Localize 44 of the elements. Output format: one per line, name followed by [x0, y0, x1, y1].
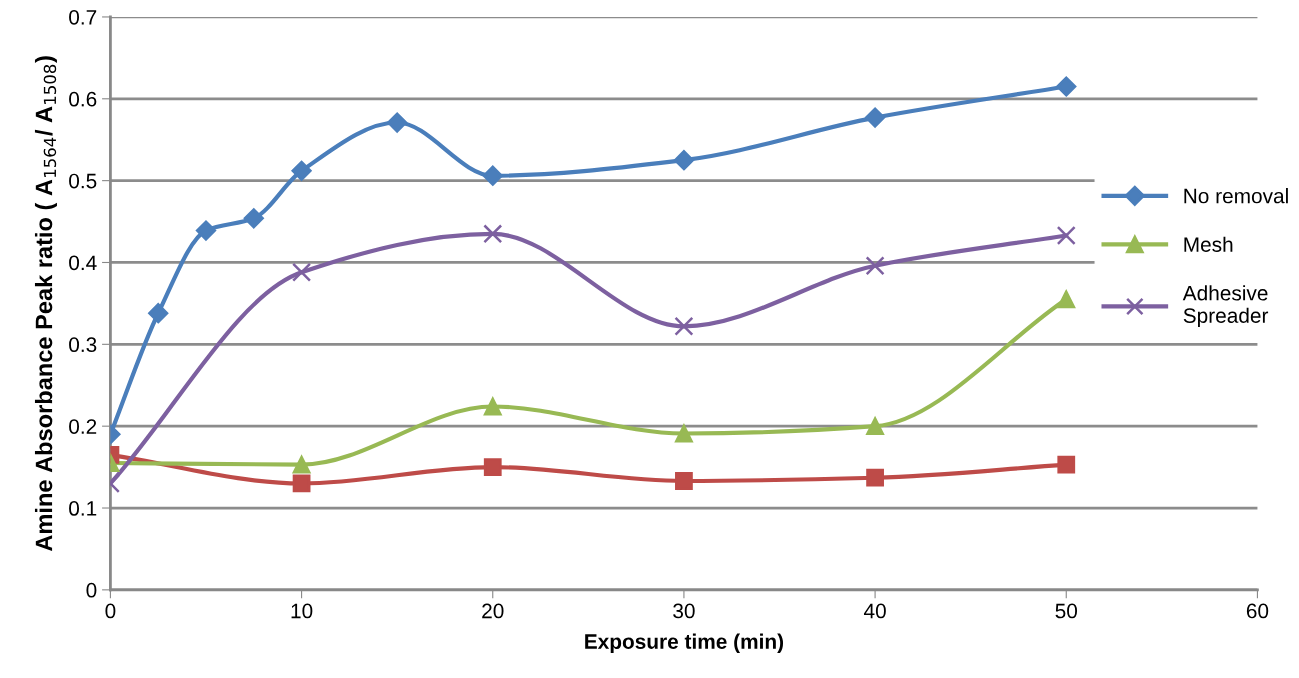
x-tick-label: 20 — [482, 603, 504, 619]
point — [673, 150, 695, 171]
y-tick-label: 0.5 — [69, 173, 97, 189]
point — [1056, 76, 1077, 97]
point — [1057, 455, 1076, 474]
y-tick-label: 0.4 — [69, 255, 97, 271]
point — [291, 160, 312, 181]
legend-label: Mesh — [1184, 236, 1233, 252]
x-tick-label: 10 — [291, 603, 313, 619]
point — [292, 262, 312, 282]
point — [866, 417, 884, 436]
legend-label: Adhesive Spreader — [1182, 285, 1269, 328]
y-tick-label: 0.7 — [69, 9, 97, 25]
point — [1056, 225, 1076, 246]
x-tick-label: 60 — [1246, 603, 1269, 619]
point — [482, 165, 503, 186]
point — [865, 256, 885, 276]
point — [675, 472, 693, 490]
point — [195, 220, 217, 241]
point — [674, 316, 694, 336]
point — [292, 474, 311, 493]
point — [292, 455, 311, 474]
point — [148, 303, 169, 324]
legend-label: No removal — [1184, 188, 1288, 204]
y-tick-label: 0.1 — [69, 501, 97, 516]
x-tick-label: 50 — [1055, 603, 1078, 619]
y-tick-label: 0.2 — [69, 419, 97, 434]
x-tick-label: 40 — [863, 603, 886, 619]
point — [483, 397, 502, 416]
y-tick-label: 0.3 — [69, 337, 97, 353]
x-tick-label: 0 — [105, 603, 116, 619]
point — [483, 458, 502, 476]
point — [866, 468, 884, 487]
x-tick-label: 30 — [673, 603, 695, 619]
point — [387, 112, 408, 133]
point — [243, 208, 264, 229]
point — [483, 224, 503, 244]
point — [1057, 290, 1076, 309]
y-tick-label: 0 — [86, 582, 97, 598]
point — [675, 424, 693, 443]
y-tick-label: 0.6 — [69, 91, 97, 107]
x-axis-title: Exposure time (min) — [585, 633, 784, 654]
point — [865, 107, 886, 128]
y-axis-title: Amine Absorbance Peak ratio ( A$_{1564}$/ A$_{1508}$) — [34, 56, 57, 552]
